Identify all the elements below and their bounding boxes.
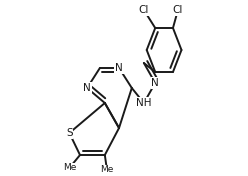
Text: S: S bbox=[66, 128, 73, 138]
Text: NH: NH bbox=[136, 98, 152, 108]
Text: Cl: Cl bbox=[139, 5, 149, 15]
Text: Me: Me bbox=[100, 165, 114, 174]
Text: N: N bbox=[115, 63, 123, 73]
Text: N: N bbox=[151, 78, 159, 88]
Text: Cl: Cl bbox=[173, 5, 183, 15]
Text: Me: Me bbox=[63, 164, 76, 172]
Text: N: N bbox=[83, 83, 91, 93]
